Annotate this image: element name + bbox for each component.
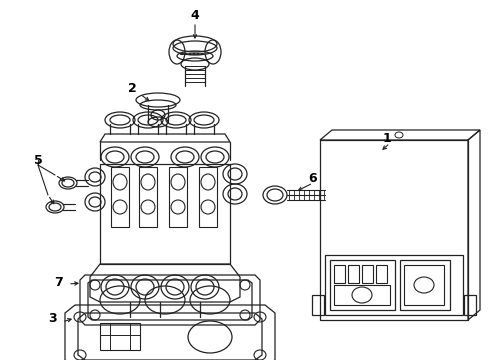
- Bar: [320, 140, 468, 320]
- Text: 1: 1: [383, 131, 392, 144]
- Bar: [330, 260, 395, 310]
- Bar: [404, 265, 444, 305]
- Text: 4: 4: [191, 9, 199, 22]
- Bar: [362, 265, 373, 283]
- Bar: [325, 255, 463, 315]
- Bar: [169, 167, 187, 227]
- Text: 3: 3: [48, 311, 56, 324]
- Bar: [312, 295, 324, 315]
- Bar: [334, 265, 345, 283]
- Text: 5: 5: [34, 153, 42, 166]
- Bar: [348, 265, 359, 283]
- Bar: [139, 167, 157, 227]
- Bar: [334, 285, 390, 305]
- Bar: [464, 295, 476, 315]
- Text: 6: 6: [309, 171, 318, 185]
- Bar: [111, 167, 129, 227]
- Bar: [199, 167, 217, 227]
- Bar: [376, 265, 387, 283]
- Text: 7: 7: [53, 275, 62, 288]
- Bar: [100, 164, 230, 264]
- Bar: [400, 260, 450, 310]
- Text: 2: 2: [127, 81, 136, 95]
